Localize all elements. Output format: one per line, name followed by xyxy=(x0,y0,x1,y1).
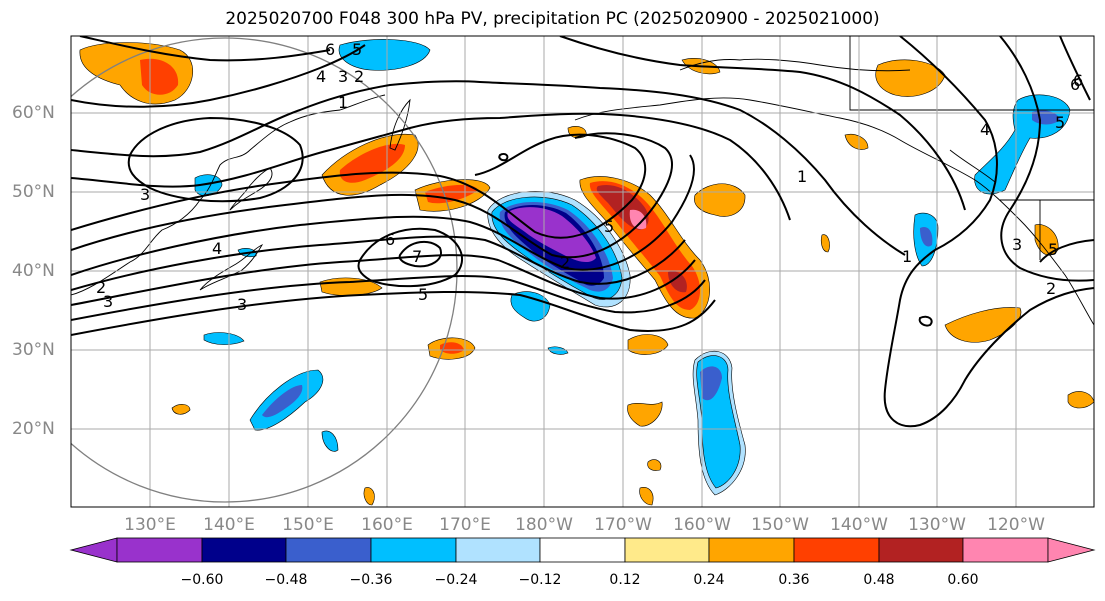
colorbar-bin xyxy=(116,537,203,563)
lon-label: 120°W xyxy=(987,515,1045,535)
colorbar-tick-label: −0.36 xyxy=(349,572,393,588)
lat-label: 30°N xyxy=(12,340,55,360)
contour-label: 3 xyxy=(237,295,247,314)
contour-label: 7 xyxy=(412,247,422,266)
lon-label: 130°E xyxy=(124,515,176,535)
contour-label: 5 xyxy=(604,217,614,236)
lat-label: 60°N xyxy=(12,103,55,123)
range-circle xyxy=(71,37,458,503)
contour-label: 1 xyxy=(338,93,348,112)
colorbar-bin xyxy=(708,537,795,563)
lon-label: 160°W xyxy=(673,515,731,535)
lon-label: 170°E xyxy=(439,515,491,535)
contour-label: 5 xyxy=(1055,113,1065,132)
contour-label: 6 xyxy=(385,230,395,249)
colorbar-extend-high xyxy=(1047,537,1096,563)
lon-label: 150°E xyxy=(282,515,334,535)
colorbar-bin xyxy=(455,537,541,563)
colorbar-tick-label: −0.60 xyxy=(180,572,224,588)
colorbar-bin xyxy=(793,537,880,563)
contour-label: 2 xyxy=(1046,279,1056,298)
colorbar-tick-label: 0.12 xyxy=(609,572,641,588)
colorbar-bin xyxy=(370,537,457,563)
contour-label: 3 xyxy=(140,185,150,204)
contour-label: 6 xyxy=(1073,71,1083,90)
contour-label: 4 xyxy=(316,67,326,86)
contour-label: 3 xyxy=(103,292,113,311)
colorbar-tick-label: −0.48 xyxy=(264,572,308,588)
contour-label: 6 xyxy=(325,40,335,59)
colorbar-bin xyxy=(962,537,1049,563)
colorbar-tick-label: 0.48 xyxy=(863,572,895,588)
contour-label: 4 xyxy=(212,239,222,258)
coastlines xyxy=(71,36,1094,326)
contour-label: 1 xyxy=(797,167,807,186)
contour-label: 2 xyxy=(560,253,570,272)
colorbar-tick-label: −0.24 xyxy=(434,572,478,588)
colorbar-bin xyxy=(539,537,626,563)
lon-label: 130°W xyxy=(908,515,966,535)
colorbar-bin xyxy=(201,537,287,563)
lon-label: 140°E xyxy=(203,515,255,535)
lat-label: 40°N xyxy=(12,261,55,281)
lon-label: 180°W xyxy=(515,515,573,535)
contour-label: 3 xyxy=(338,67,348,86)
lat-label: 50°N xyxy=(12,182,55,202)
map-plot-area xyxy=(71,36,1094,507)
lon-label: 170°W xyxy=(594,515,652,535)
pv-contours xyxy=(71,36,1094,428)
lat-label: 20°N xyxy=(12,419,55,439)
colorbar-tick-label: 0.36 xyxy=(778,572,810,588)
contour-label: 6 xyxy=(1070,75,1080,94)
colorbar-extend-low xyxy=(69,537,118,563)
colorbar xyxy=(69,537,1096,563)
contour-label: 1 xyxy=(902,247,912,266)
colorbar-bin xyxy=(285,537,372,563)
contour-label: 2 xyxy=(96,278,106,297)
colorbar-tick-label: 0.60 xyxy=(947,572,979,588)
lon-label: 150°W xyxy=(751,515,809,535)
colorbar-tick-label: 0.24 xyxy=(693,572,725,588)
contour-label: 5 xyxy=(418,285,428,304)
lon-label: 160°E xyxy=(361,515,413,535)
map-title: 2025020700 F048 300 hPa PV, precipitatio… xyxy=(225,9,880,29)
contour-label: 4 xyxy=(980,120,990,139)
lon-label: 140°W xyxy=(830,515,888,535)
colorbar-tick-label: −0.12 xyxy=(518,572,562,588)
contour-label: 3 xyxy=(1012,235,1022,254)
colorbar-bin xyxy=(624,537,710,563)
contour-labels: 6 5 4 3 2 1 3 6 5 4 3 2 3 2 7 5 1 1 2 6 … xyxy=(96,40,1083,314)
contour-label: 5 xyxy=(1048,240,1058,259)
contour-label: 5 xyxy=(352,40,362,59)
colorbar-bin xyxy=(878,537,964,563)
map-frame xyxy=(70,35,1095,508)
contour-label: 2 xyxy=(354,67,364,86)
